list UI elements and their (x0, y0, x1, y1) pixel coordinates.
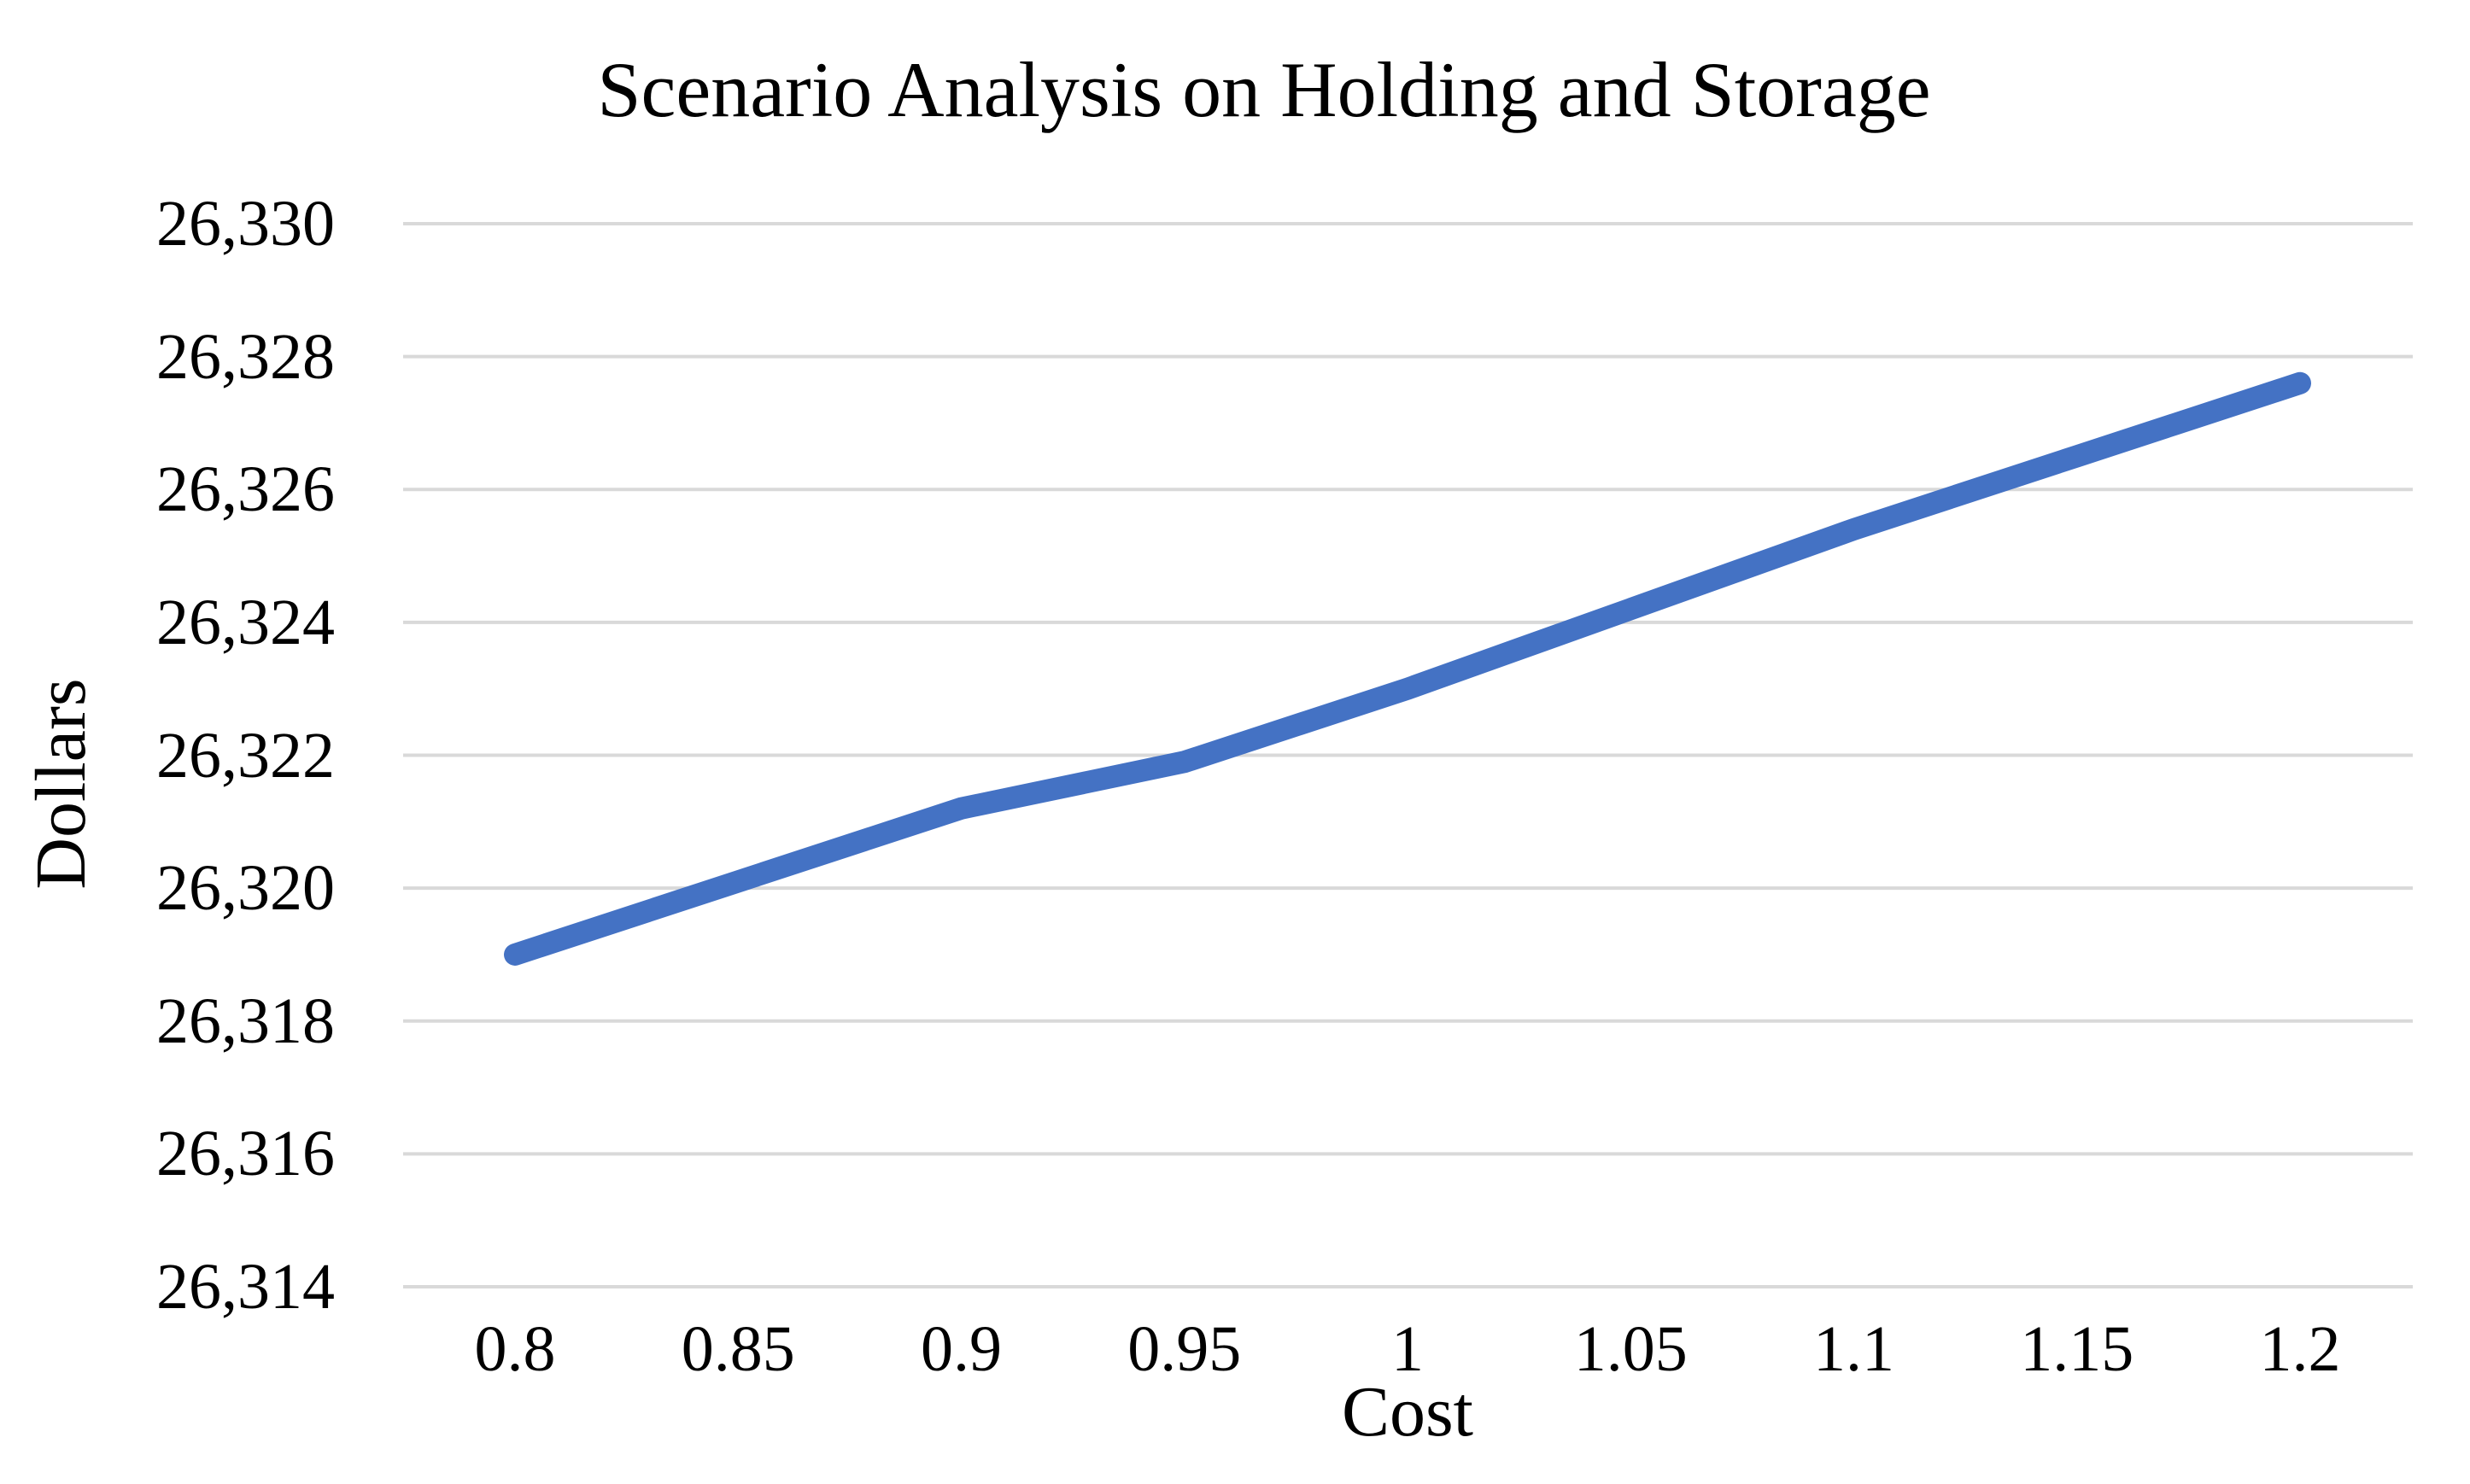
x-tick-label: 1 (1391, 1313, 1424, 1385)
y-tick-label: 26,320 (156, 852, 335, 925)
x-axis-title: Cost (1341, 1372, 1474, 1452)
x-tick-label: 0.8 (474, 1313, 556, 1385)
x-tick-label: 1.1 (1813, 1313, 1894, 1385)
y-tick-label: 26,328 (156, 320, 335, 393)
y-tick-label: 26,330 (156, 188, 335, 260)
y-tick-label: 26,316 (156, 1118, 335, 1190)
y-tick-label: 26,318 (156, 984, 335, 1057)
y-tick-label: 26,322 (156, 719, 335, 792)
x-tick-label: 1.15 (2020, 1313, 2134, 1385)
gridlines (403, 222, 2413, 1288)
chart-title: Scenario Analysis on Holding and Storage (597, 46, 1931, 133)
y-tick-label: 26,314 (156, 1251, 335, 1323)
x-tick-label: 1.2 (2259, 1313, 2341, 1385)
series-line (504, 371, 2311, 966)
y-axis-title: Dollars (21, 678, 101, 890)
y-tick-label: 26,324 (156, 586, 335, 658)
x-tick-label: 0.9 (921, 1313, 1002, 1385)
x-tick-label: 1.05 (1573, 1313, 1688, 1385)
x-tick-label: 0.85 (681, 1313, 795, 1385)
x-tick-label: 0.95 (1127, 1313, 1242, 1385)
y-tick-label: 26,326 (156, 453, 335, 526)
